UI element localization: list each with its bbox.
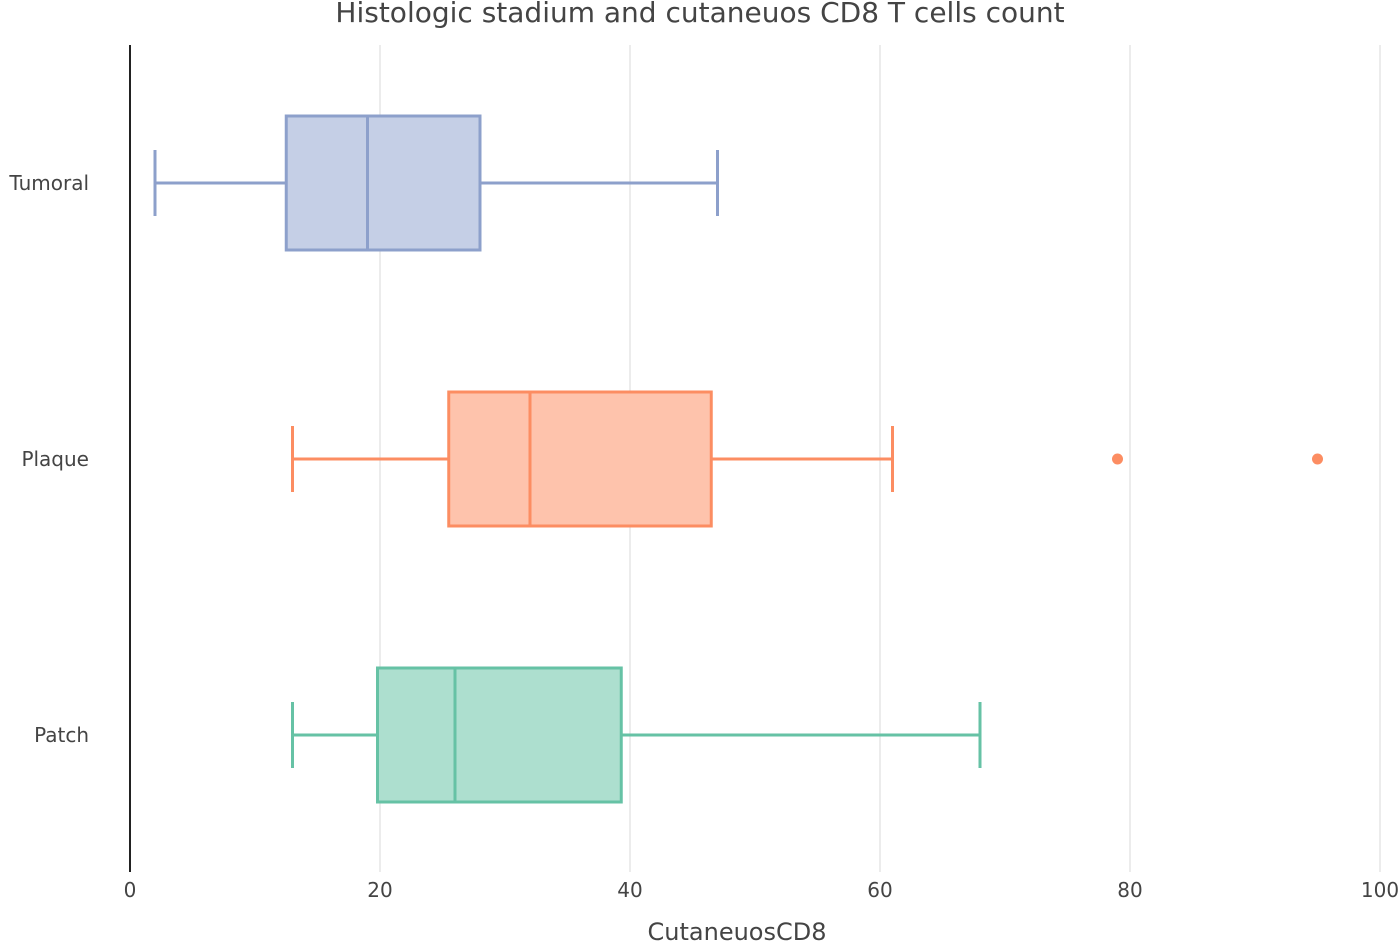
y-axis-ticks: Tumoral Plaque Patch bbox=[8, 171, 89, 747]
outlier-point bbox=[1312, 453, 1323, 465]
box-series-group bbox=[153, 114, 1323, 804]
x-tick-label: 20 bbox=[367, 878, 392, 902]
iqr-box bbox=[284, 114, 482, 252]
x-axis-ticks: 0 20 40 60 80 100 bbox=[124, 878, 1399, 902]
box-plaque bbox=[291, 390, 1323, 528]
x-tick-label: 80 bbox=[1117, 878, 1142, 902]
iqr-box bbox=[376, 666, 623, 804]
chart-title: Histologic stadium and cutaneuos CD8 T c… bbox=[335, 0, 1064, 29]
outlier-point bbox=[1112, 453, 1123, 465]
x-tick-label: 60 bbox=[867, 878, 892, 902]
y-tick-label: Patch bbox=[34, 723, 89, 747]
y-tick-label: Tumoral bbox=[8, 171, 89, 195]
box-patch bbox=[291, 666, 982, 804]
box-tumoral bbox=[153, 114, 719, 252]
x-tick-label: 100 bbox=[1361, 878, 1399, 902]
x-tick-label: 0 bbox=[124, 878, 137, 902]
iqr-box bbox=[447, 390, 713, 528]
y-tick-label: Plaque bbox=[21, 447, 89, 471]
x-axis-title: CutaneuosCD8 bbox=[648, 918, 827, 942]
x-tick-label: 40 bbox=[617, 878, 642, 902]
